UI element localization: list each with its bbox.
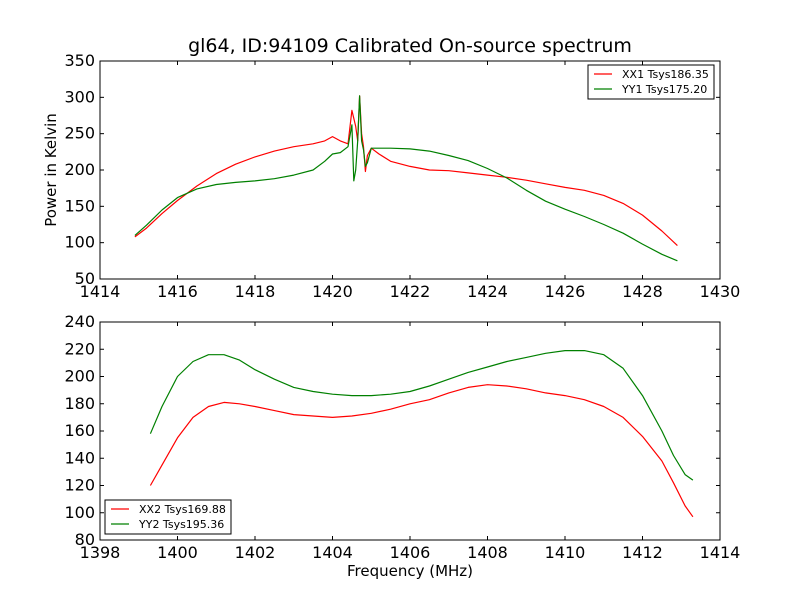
bottom-legend-box [104,499,232,535]
bottom-y-tick-label: 120 [64,476,95,495]
top-x-tick-label: 1416 [157,282,198,301]
top-x-tick-label: 1426 [545,282,586,301]
top-x-tick-label: 1428 [622,282,663,301]
top-y-tick-label: 300 [64,87,95,106]
legend-label-yy2: YY2 Tsys195.36 [138,518,224,531]
bottom-x-tick-label: 1402 [235,543,276,562]
bottom-y-tick-label: 80 [75,530,95,549]
bottom-y-tick-label: 180 [64,394,95,413]
legend-label-yy1: YY1 Tsys175.20 [621,83,707,96]
bottom-series-line-1 [149,384,694,518]
top-series-line-1 [134,95,678,247]
bottom-plot-area: 1398 1400 1402 1404 1406 1408 1410 1412 1414 80 10… [64,312,740,562]
legend-label-xx2: XX2 Tsys169.88 [139,503,226,516]
bottom-x-tick-label: 1404 [312,543,353,562]
top-subplot: gl64, ID:94109 Calibrated On-source spec… [42,35,740,301]
top-plot-area: 1414 1416 1418 1420 1422 1424 1426 1428 1430 50 10… [64,51,740,301]
bottom-x-tick-label: 1406 [390,543,431,562]
top-legend-box [587,64,715,100]
bottom-x-tick-label: 1400 [157,543,198,562]
bottom-x-tick-label: 1408 [467,543,508,562]
top-y-tick-label: 150 [64,196,95,215]
top-series-line-2 [134,95,678,262]
bottom-y-tick-label: 160 [64,421,95,440]
y-axis-label: Power in Kelvin [42,113,60,227]
top-y-tick-label: 350 [64,51,95,70]
top-y-tick-label: 50 [75,269,95,288]
bottom-series-line-2 [149,350,694,481]
legend-label-xx1: XX1 Tsys186.35 [622,68,709,81]
top-x-tick-label: 1420 [312,282,353,301]
top-y-tick-label: 100 [64,233,95,252]
top-x-tick-label: 1414 [80,282,121,301]
chart-title: gl64, ID:94109 Calibrated On-source spec… [188,35,632,57]
top-x-tick-label: 1418 [235,282,276,301]
bottom-y-tick-label: 240 [64,312,95,331]
bottom-y-tick-label: 220 [64,339,95,358]
x-axis-label: Frequency (MHz) [347,562,473,580]
bottom-y-tick-label: 200 [64,367,95,386]
bottom-x-tick-label: 1410 [545,543,586,562]
top-legend: XX1 Tsys186.35 YY1 Tsys175.20 [587,64,715,100]
bottom-x-tick-label: 1398 [80,543,121,562]
top-x-tick-label: 1424 [467,282,508,301]
bottom-y-tick-label: 100 [64,503,95,522]
bottom-x-tick-label: 1414 [700,543,741,562]
top-x-tick-label: 1422 [390,282,431,301]
bottom-subplot: Frequency (MHz) 1398 1400 1402 1404 1406 1408… [64,312,740,580]
bottom-legend: XX2 Tsys169.88 YY2 Tsys195.36 [104,499,232,535]
top-x-tick-label: 1430 [700,282,741,301]
bottom-y-tick-label: 140 [64,448,95,467]
top-y-tick-label: 250 [64,124,95,143]
top-y-tick-label: 200 [64,160,95,179]
bottom-x-tick-label: 1412 [622,543,663,562]
